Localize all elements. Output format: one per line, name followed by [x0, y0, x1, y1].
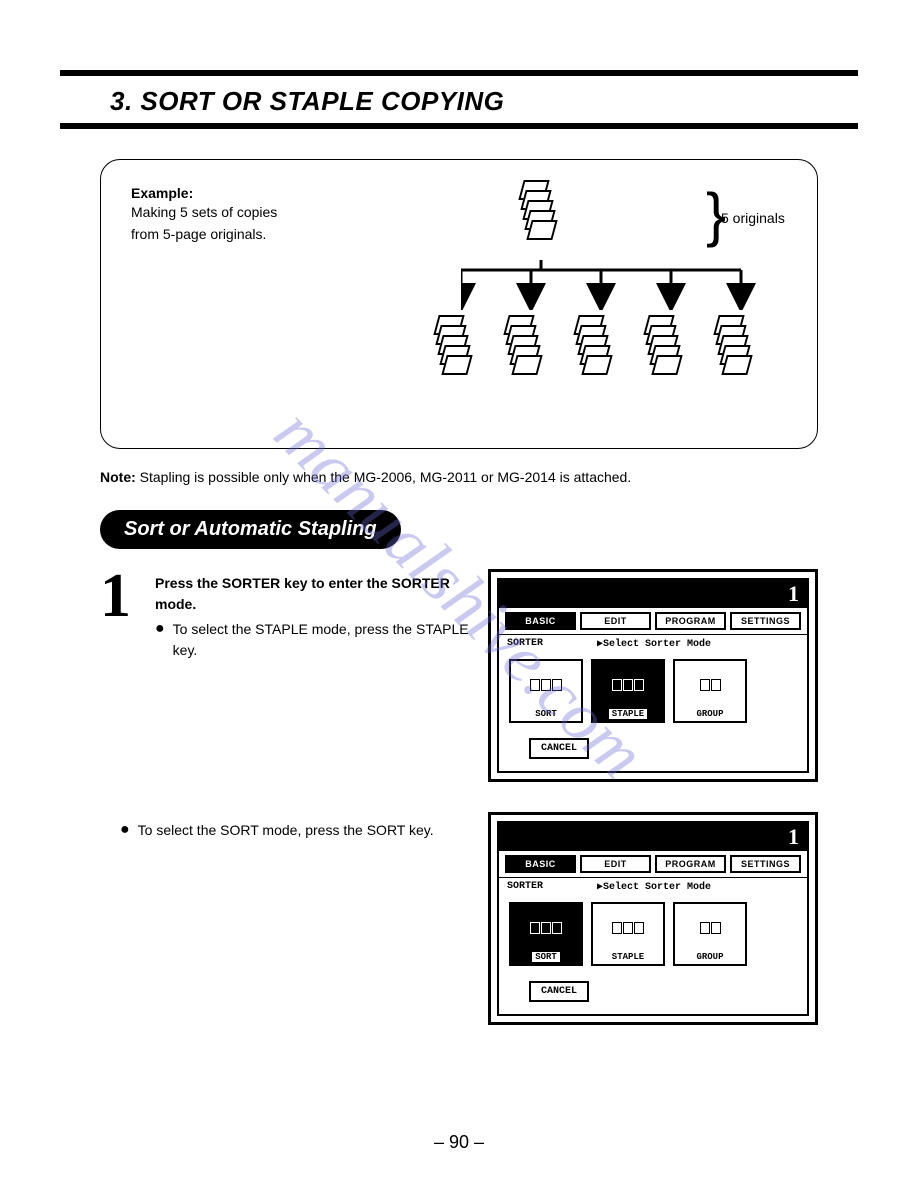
sort-icon	[511, 661, 581, 709]
group-icon	[675, 661, 745, 709]
screen-sub: SORTER ▶Select Sorter Mode	[499, 878, 807, 896]
option-sort[interactable]: SORT	[509, 902, 583, 966]
option-staple-label: STAPLE	[612, 952, 644, 962]
originals-label: 5 originals	[721, 210, 785, 226]
note-label: Note:	[100, 469, 136, 485]
step-1-text-b: ● To select the SORT mode, press the SOR…	[120, 812, 473, 841]
option-sort-label: SORT	[535, 709, 557, 719]
tab-settings[interactable]: SETTINGS	[730, 612, 801, 630]
screen-topbar: 1	[499, 823, 807, 851]
cancel-button[interactable]: CANCEL	[529, 981, 589, 1002]
step-number: 1	[100, 569, 140, 625]
option-sort-label: SORT	[532, 952, 560, 962]
step-1-row-b: ● To select the SORT mode, press the SOR…	[120, 812, 818, 1025]
option-staple[interactable]: STAPLE	[591, 902, 665, 966]
screen-options: SORT STAPLE GROUP	[499, 653, 807, 729]
bullet-2-text: To select the SORT mode, press the SORT …	[138, 820, 434, 841]
tab-program[interactable]: PROGRAM	[655, 855, 726, 873]
tab-edit[interactable]: EDIT	[580, 612, 651, 630]
cancel-row: CANCEL	[499, 972, 807, 1014]
cancel-button[interactable]: CANCEL	[529, 738, 589, 759]
bullet-icon: ●	[120, 820, 130, 841]
option-staple[interactable]: STAPLE	[591, 659, 665, 723]
tab-basic[interactable]: BASIC	[505, 612, 576, 630]
tab-program[interactable]: PROGRAM	[655, 612, 726, 630]
screen-counter: 1	[788, 581, 799, 607]
output-stack-5	[716, 315, 756, 375]
step-1-bullet-2: ● To select the SORT mode, press the SOR…	[120, 820, 473, 841]
bullet-icon: ●	[155, 619, 165, 661]
mode-label: SORTER	[507, 881, 597, 893]
subsection-heading: Sort or Automatic Stapling	[100, 510, 401, 549]
arrows-icon	[461, 260, 821, 310]
section-title: 3. SORT OR STAPLE COPYING	[60, 80, 858, 123]
cancel-row: CANCEL	[499, 729, 807, 771]
screen-sub: SORTER ▶Select Sorter Mode	[499, 635, 807, 653]
bottom-rule-thick	[60, 123, 858, 129]
step-1-heading: Press the SORTER key to enter the SORTER…	[155, 573, 473, 615]
bullet-1-text: To select the STAPLE mode, press the STA…	[173, 619, 473, 661]
output-stack-3	[576, 315, 616, 375]
screen-counter: 1	[788, 824, 799, 850]
option-group-label: GROUP	[696, 952, 723, 962]
sort-icon	[511, 904, 581, 952]
page-number-value: 90	[449, 1132, 469, 1152]
output-stack-4	[646, 315, 686, 375]
output-stack-2	[506, 315, 546, 375]
screen-options: SORT STAPLE GROUP	[499, 896, 807, 972]
option-group[interactable]: GROUP	[673, 902, 747, 966]
screen-prompt: ▶Select Sorter Mode	[597, 881, 711, 893]
staple-icon	[593, 661, 663, 709]
step-1-bullet-1: ● To select the STAPLE mode, press the S…	[155, 619, 473, 661]
note-line: Note: Stapling is possible only when the…	[100, 469, 818, 485]
screen-prompt: ▶Select Sorter Mode	[597, 638, 711, 650]
tab-settings[interactable]: SETTINGS	[730, 855, 801, 873]
step-1-text: Press the SORTER key to enter the SORTER…	[155, 569, 473, 661]
tab-edit[interactable]: EDIT	[580, 855, 651, 873]
option-sort[interactable]: SORT	[509, 659, 583, 723]
screen-tabs: BASIC EDIT PROGRAM SETTINGS	[499, 608, 807, 635]
note-text: Stapling is possible only when the MG-20…	[140, 469, 632, 485]
screen-topbar: 1	[499, 580, 807, 608]
top-rule-thick	[60, 70, 858, 76]
group-icon	[675, 904, 745, 952]
screen-tabs: BASIC EDIT PROGRAM SETTINGS	[499, 851, 807, 878]
example-box: Example: Making 5 sets of copies from 5-…	[100, 159, 818, 449]
example-diagram: } 5 originals	[381, 180, 787, 428]
staple-icon	[593, 904, 663, 952]
screen-staple: 1 BASIC EDIT PROGRAM SETTINGS SORTER ▶Se…	[488, 569, 818, 782]
step-1-row: 1 Press the SORTER key to enter the SORT…	[100, 569, 818, 782]
screen-sort: 1 BASIC EDIT PROGRAM SETTINGS SORTER ▶Se…	[488, 812, 818, 1025]
output-stack-1	[436, 315, 476, 375]
option-group-label: GROUP	[696, 709, 723, 719]
option-staple-label: STAPLE	[609, 709, 647, 719]
page-number: – 90 –	[434, 1132, 484, 1153]
section-number: 3.	[110, 86, 133, 116]
mode-label: SORTER	[507, 638, 597, 650]
originals-stack	[521, 180, 561, 240]
option-group[interactable]: GROUP	[673, 659, 747, 723]
tab-basic[interactable]: BASIC	[505, 855, 576, 873]
section-title-text: SORT OR STAPLE COPYING	[140, 86, 504, 116]
